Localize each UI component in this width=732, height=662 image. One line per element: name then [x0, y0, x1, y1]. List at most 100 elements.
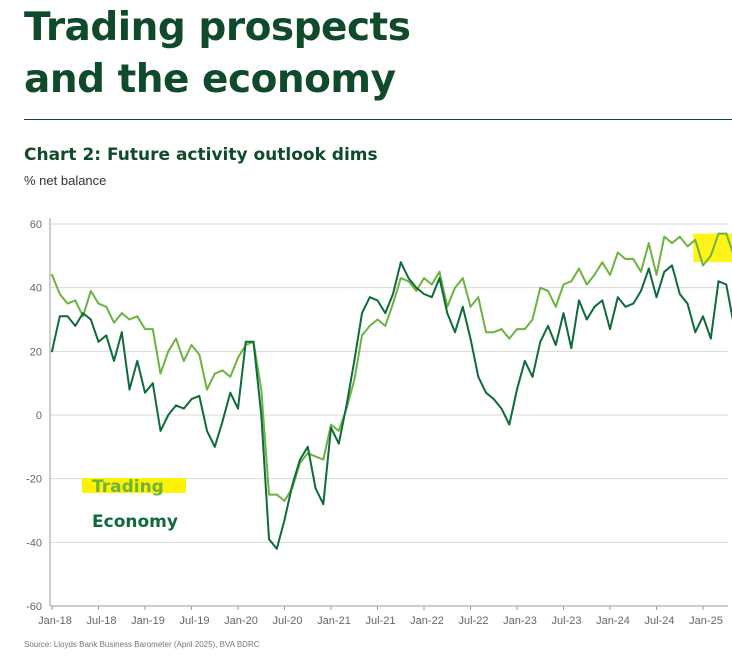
data-point-economy — [384, 312, 387, 314]
data-point-economy — [678, 293, 681, 295]
data-point-economy — [601, 299, 604, 302]
data-point-trading — [113, 321, 115, 324]
data-point-trading — [89, 290, 92, 292]
data-point-economy — [663, 270, 666, 273]
data-point-trading — [655, 274, 658, 276]
data-point-economy — [89, 318, 92, 321]
data-point-economy — [175, 404, 177, 407]
x-tick-label: Jul-18 — [87, 615, 117, 627]
data-point-trading — [547, 290, 549, 292]
data-point-economy — [593, 305, 596, 308]
data-point-trading — [523, 328, 526, 330]
data-point-economy — [314, 487, 317, 490]
data-point-economy — [477, 375, 480, 378]
data-point-economy — [128, 388, 131, 391]
data-point-economy — [632, 302, 635, 305]
data-point-economy — [492, 398, 495, 400]
data-point-trading — [438, 270, 441, 273]
data-point-economy — [97, 340, 100, 343]
data-point-economy — [353, 360, 356, 362]
x-tick-label: Jan-21 — [317, 615, 351, 627]
data-point-trading — [198, 353, 201, 356]
data-point-economy — [717, 280, 720, 283]
chart-title: Chart 2: Future activity outlook dims — [24, 145, 378, 165]
data-point-trading — [469, 305, 472, 308]
data-point-trading — [229, 375, 232, 378]
data-point-trading — [66, 302, 69, 305]
data-point-trading — [430, 283, 433, 286]
data-point-trading — [206, 388, 208, 391]
data-point-economy — [516, 388, 518, 391]
data-point-trading — [562, 283, 565, 286]
data-point-economy — [221, 420, 224, 423]
data-point-economy — [554, 344, 557, 346]
data-point-economy — [159, 430, 162, 432]
y-tick-label: -40 — [26, 537, 42, 549]
data-point-trading — [213, 372, 216, 375]
data-point-economy — [299, 458, 301, 461]
data-point-trading — [554, 305, 557, 308]
x-tick-label: Jul-19 — [180, 615, 210, 627]
data-point-economy — [275, 547, 278, 550]
data-point-trading — [702, 264, 704, 267]
data-point-trading — [725, 232, 728, 235]
data-point-economy — [206, 430, 208, 432]
data-point-economy — [508, 423, 511, 426]
data-point-economy — [523, 360, 526, 362]
data-point-trading — [182, 360, 185, 362]
data-point-economy — [144, 391, 146, 394]
data-point-economy — [190, 398, 193, 400]
data-point-trading — [151, 328, 154, 330]
data-point-trading — [516, 328, 518, 330]
series-economy-group — [51, 261, 732, 550]
data-point-economy — [709, 337, 712, 340]
data-point-economy — [345, 404, 348, 407]
data-point-trading — [136, 315, 139, 318]
page-title: Trading prospects and the economy — [24, 2, 411, 106]
x-tick-label: Jan-24 — [596, 615, 630, 627]
data-point-economy — [539, 340, 542, 343]
data-point-trading — [128, 318, 131, 321]
data-point-trading — [616, 251, 619, 254]
data-point-economy — [547, 325, 549, 327]
source-note: Source: Lloyds Bank Business Barometer (… — [24, 640, 260, 649]
data-point-economy — [244, 340, 247, 343]
data-point-trading — [508, 337, 511, 340]
data-point-trading — [74, 299, 77, 302]
data-point-trading — [578, 267, 580, 270]
y-tick-label: -60 — [26, 601, 42, 613]
data-point-economy — [624, 305, 627, 308]
data-point-economy — [671, 264, 673, 267]
x-tick-label: Jul-22 — [459, 615, 489, 627]
data-point-economy — [361, 312, 363, 314]
data-point-trading — [717, 232, 720, 235]
data-point-trading — [120, 312, 123, 314]
data-point-economy — [260, 414, 263, 416]
data-point-economy — [647, 267, 650, 270]
data-point-trading — [671, 242, 673, 245]
data-point-trading — [175, 337, 177, 340]
data-point-economy — [407, 277, 410, 279]
data-point-trading — [399, 277, 402, 279]
data-point-trading — [330, 423, 332, 426]
x-tick-label: Jan-25 — [689, 615, 723, 627]
data-point-trading — [144, 328, 146, 330]
data-point-trading — [82, 315, 84, 318]
data-point-trading — [337, 430, 340, 432]
data-point-trading — [539, 286, 542, 289]
data-point-trading — [640, 270, 642, 273]
data-point-economy — [531, 375, 534, 378]
data-point-economy — [430, 296, 433, 299]
series-trading-line — [51, 232, 732, 502]
data-point-economy — [694, 331, 697, 334]
data-point-trading — [275, 493, 278, 496]
data-point-economy — [399, 261, 402, 264]
data-point-trading — [454, 286, 456, 289]
data-point-economy — [306, 445, 309, 448]
data-point-economy — [167, 414, 170, 416]
data-point-economy — [66, 315, 69, 318]
y-tick-label: 0 — [36, 410, 42, 422]
data-point-trading — [663, 235, 666, 238]
data-point-trading — [477, 296, 480, 299]
